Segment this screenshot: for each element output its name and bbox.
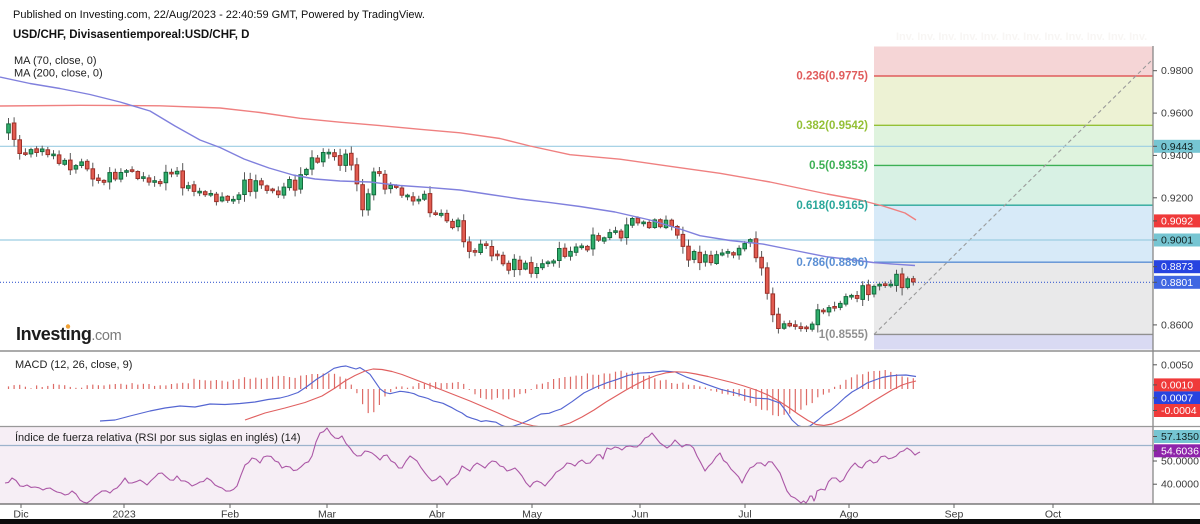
svg-text:Dic: Dic xyxy=(13,509,28,521)
svg-text:50.0000: 50.0000 xyxy=(1161,456,1199,468)
svg-text:Investing.com: Investing.com xyxy=(16,324,122,344)
svg-text:0.9600: 0.9600 xyxy=(1161,108,1193,120)
svg-text:Mar: Mar xyxy=(318,509,337,521)
svg-text:Jul: Jul xyxy=(738,509,751,521)
svg-text:Ago: Ago xyxy=(840,509,859,521)
svg-text:0.236(0.9775): 0.236(0.9775) xyxy=(796,71,868,83)
svg-text:-0.0004: -0.0004 xyxy=(1161,405,1197,417)
svg-text:1(0.8555): 1(0.8555) xyxy=(819,329,868,341)
svg-text:USD/CHF, Divisasentiemporeal:U: USD/CHF, Divisasentiemporeal:USD/CHF, D xyxy=(13,29,249,41)
svg-text:MA (200, close, 0): MA (200, close, 0) xyxy=(14,68,103,80)
svg-text:0.8873: 0.8873 xyxy=(1161,261,1193,273)
svg-text:57.1350: 57.1350 xyxy=(1161,431,1199,443)
svg-text:Published on Investing.com, 22: Published on Investing.com, 22/Aug/2023 … xyxy=(13,9,425,21)
svg-text:54.6036: 54.6036 xyxy=(1161,445,1199,457)
svg-text:Oct: Oct xyxy=(1045,509,1061,521)
svg-text:0.9800: 0.9800 xyxy=(1161,65,1193,77)
svg-text:0.8801: 0.8801 xyxy=(1161,277,1193,289)
svg-text:2023: 2023 xyxy=(112,509,136,521)
svg-text:0.5(0.9353): 0.5(0.9353) xyxy=(809,160,868,172)
svg-text:MACD (12, 26, close, 9): MACD (12, 26, close, 9) xyxy=(15,359,132,371)
svg-text:0.9443: 0.9443 xyxy=(1161,141,1193,153)
svg-text:Jun: Jun xyxy=(632,509,649,521)
svg-text:MA (70, close, 0): MA (70, close, 0) xyxy=(14,55,97,67)
svg-text:Sep: Sep xyxy=(945,509,964,521)
svg-text:40.0000: 40.0000 xyxy=(1161,479,1199,491)
svg-text:0.0050: 0.0050 xyxy=(1161,359,1193,371)
svg-text:0.0007: 0.0007 xyxy=(1161,392,1193,404)
svg-text:0.9200: 0.9200 xyxy=(1161,192,1193,204)
svg-text:Abr: Abr xyxy=(429,509,446,521)
svg-text:Índice de fuerza relativa (RSI: Índice de fuerza relativa (RSI por sus s… xyxy=(15,431,301,444)
svg-text:0.9092: 0.9092 xyxy=(1161,215,1193,227)
svg-text:0.0010: 0.0010 xyxy=(1161,379,1193,391)
svg-text:0.382(0.9542): 0.382(0.9542) xyxy=(796,120,868,132)
svg-text:0.9400: 0.9400 xyxy=(1161,150,1193,162)
svg-text:0.8600: 0.8600 xyxy=(1161,319,1193,331)
svg-text:Feb: Feb xyxy=(221,509,239,521)
svg-text:0.9001: 0.9001 xyxy=(1161,235,1193,247)
svg-text:0.786(0.8896): 0.786(0.8896) xyxy=(796,257,868,269)
svg-text:May: May xyxy=(522,509,543,521)
svg-text:Inv. Inv. Inv. Inv. Inv. Inv.: Inv. Inv. Inv. Inv. Inv. Inv. Inv. Inv. … xyxy=(896,31,1147,43)
svg-text:0.618(0.9165): 0.618(0.9165) xyxy=(796,200,868,212)
